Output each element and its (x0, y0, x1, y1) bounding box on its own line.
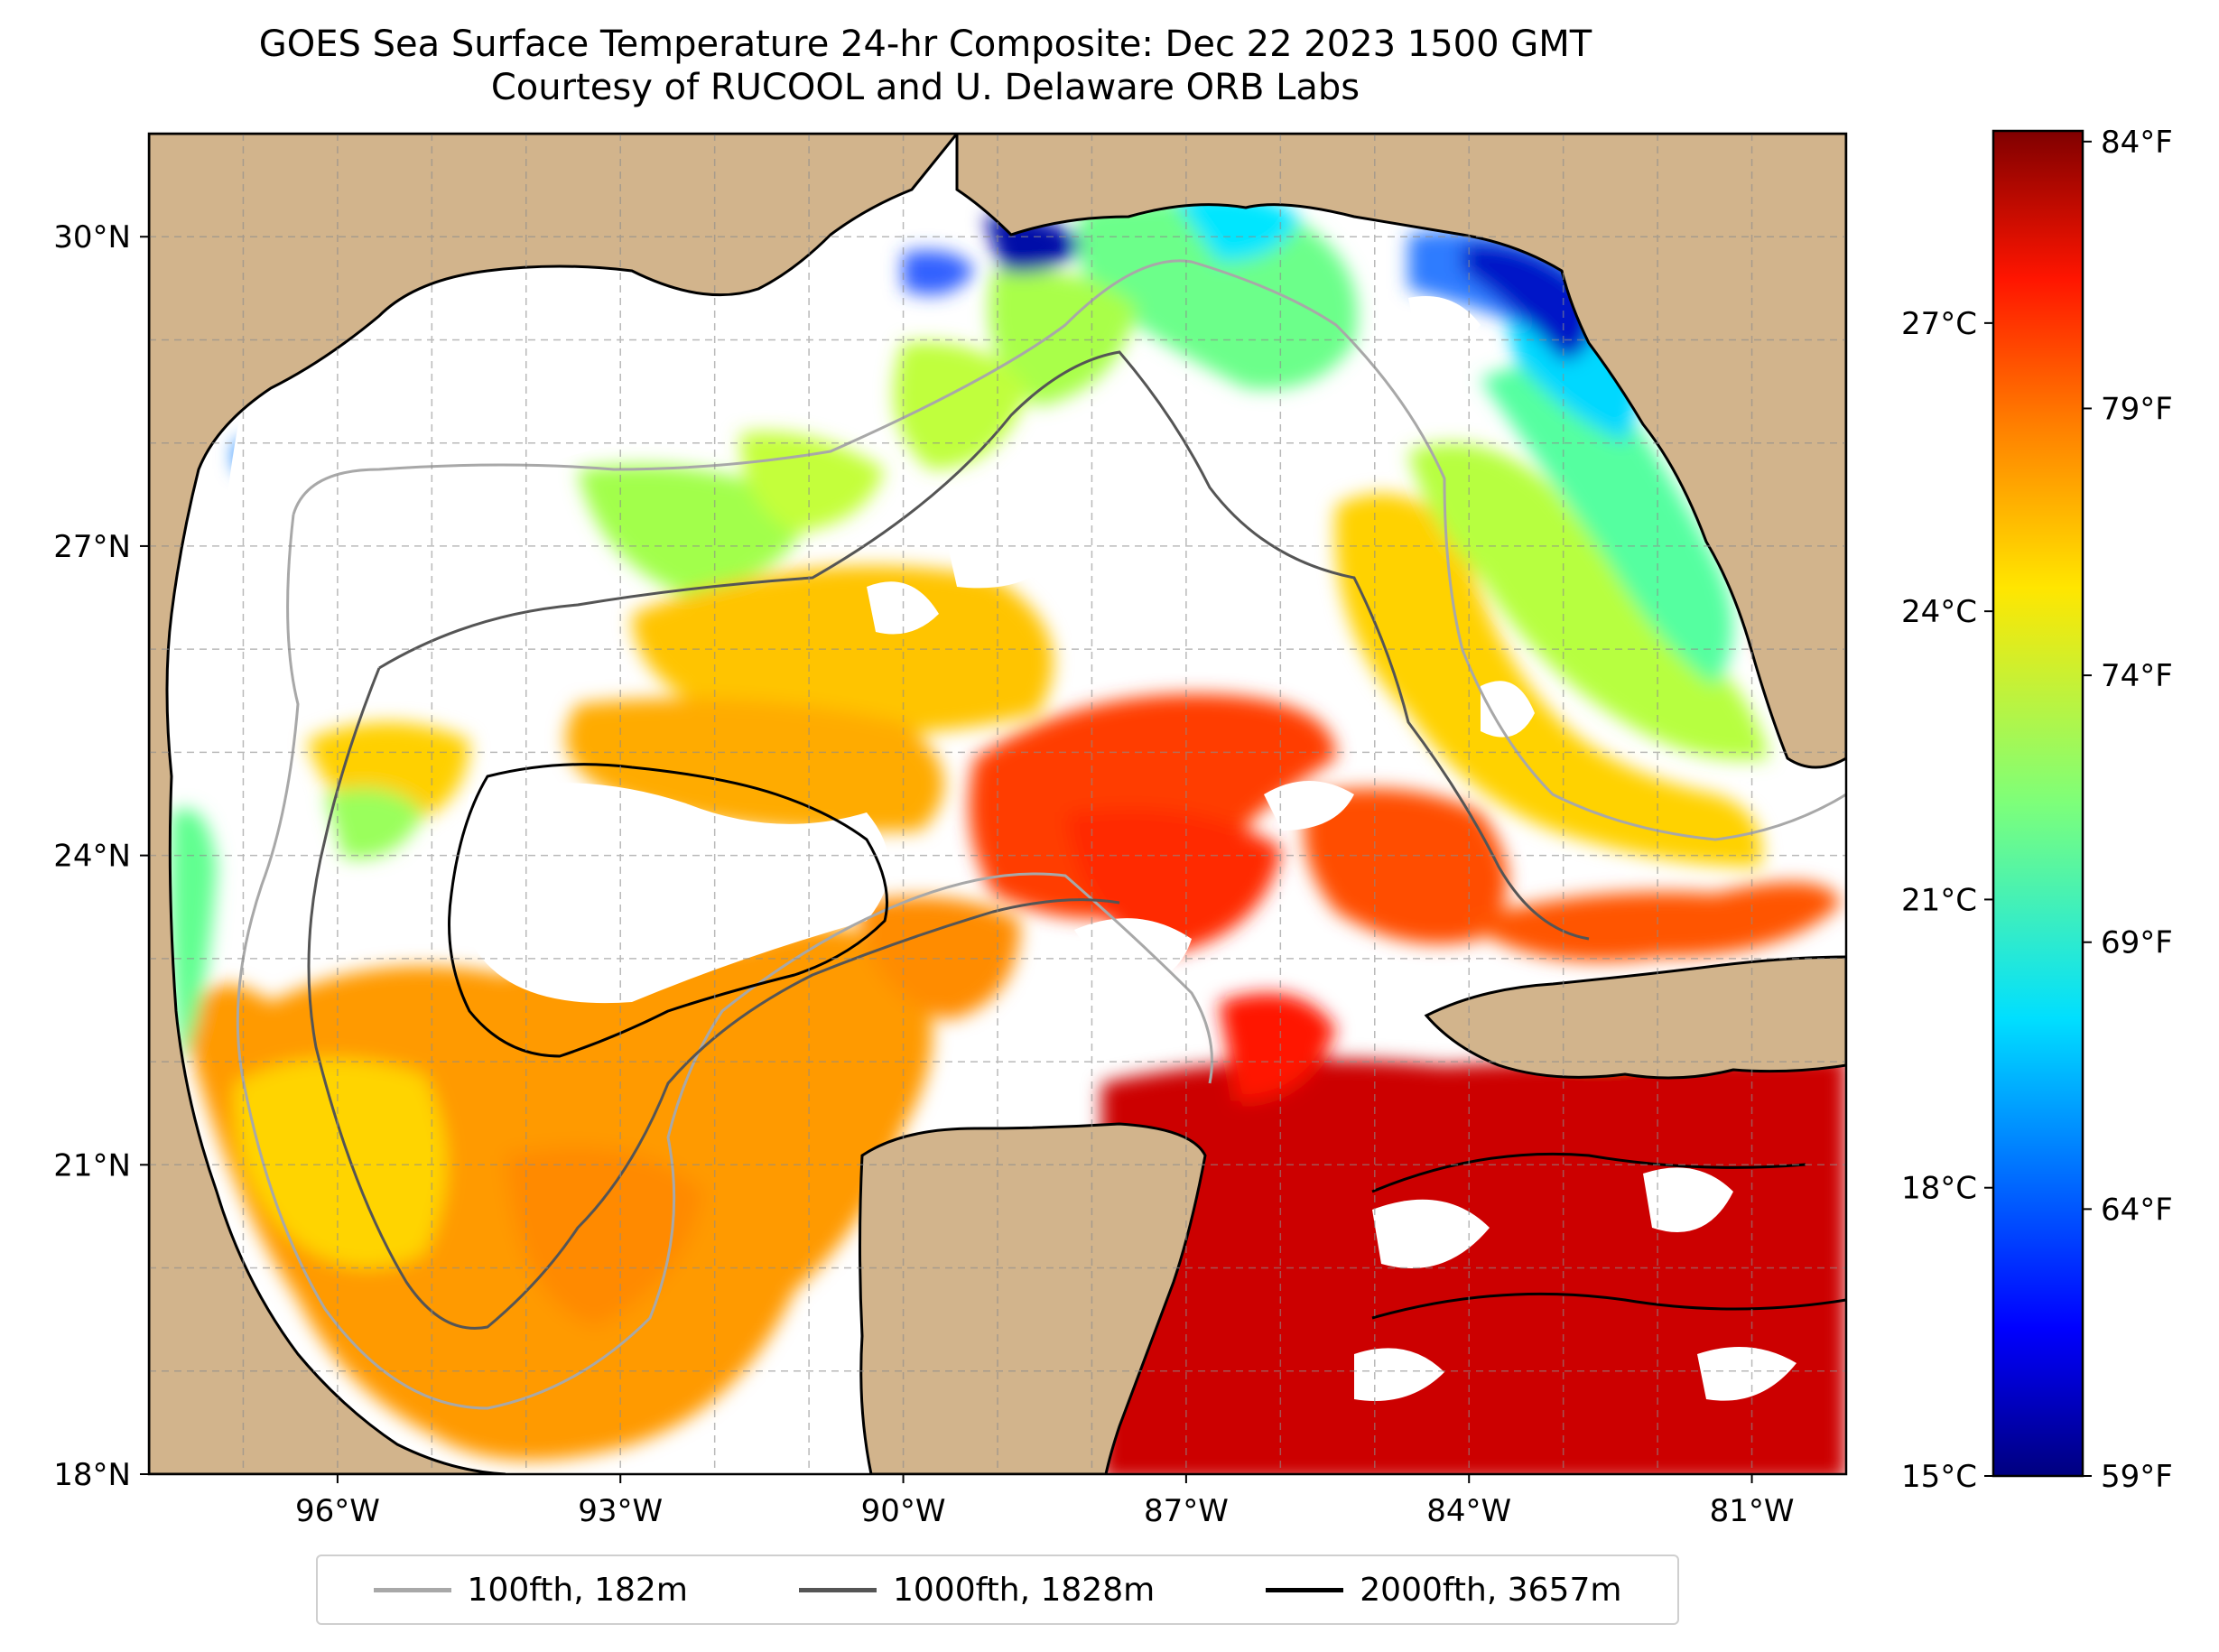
lon-tick-label: 96°W (295, 1493, 380, 1529)
latitude-labels: 18°N 21°N 24°N 27°N 30°N (53, 219, 131, 1493)
legend-swatch-100fth (373, 1587, 451, 1592)
fahrenheit-tick-label: 74°F (2101, 658, 2173, 694)
map-frame (147, 132, 1848, 1476)
longitude-labels: 96°W 93°W 90°W 87°W 84°W 81°W (295, 1493, 1795, 1529)
colorbar (1992, 129, 2084, 1478)
land (149, 134, 1846, 1474)
legend-label-2000fth: 2000fth, 3657m (1360, 1571, 1622, 1609)
legend-label-1000fth: 1000fth, 1828m (893, 1571, 1156, 1609)
map-ticks (140, 236, 1753, 1483)
graticule (149, 134, 1846, 1474)
chart-subtitle: Courtesy of RUCOOL and U. Delaware ORB L… (490, 67, 1360, 108)
cloud-gaps (221, 281, 1797, 1401)
map-plot-area (149, 134, 1846, 1474)
legend-item-100fth: 100fth, 182m (373, 1571, 688, 1609)
isobath-1000fth (378, 350, 1590, 941)
colorbar-celsius-labels: 15°C 18°C 21°C 24°C 27°C (1901, 306, 1993, 1495)
celsius-tick-label: 21°C (1901, 882, 1977, 918)
colorbar-fahrenheit-labels: 59°F 64°F 69°F 74°F 79°F 84°F (2083, 125, 2173, 1495)
legend-item-2000fth: 2000fth, 3657m (1266, 1572, 1621, 1609)
lat-tick-label: 21°N (53, 1147, 131, 1183)
isobath-2000fth-caribbean (1371, 1152, 1846, 1320)
fahrenheit-tick-label: 59°F (2101, 1459, 2173, 1495)
legend-swatch-1000fth (799, 1587, 877, 1592)
isobaths (236, 259, 1846, 1410)
isobath-legend: 100fth, 182m 1000fth, 1828m 2000fth, 365… (316, 1555, 1679, 1625)
lon-tick-label: 84°W (1426, 1493, 1511, 1529)
lat-tick-label: 18°N (53, 1457, 131, 1493)
isobath-1000fth-west (307, 667, 1120, 1330)
lon-tick-label: 90°W (861, 1493, 946, 1529)
chart-title: GOES Sea Surface Temperature 24-hr Compo… (258, 23, 1592, 65)
isobath-100fth (292, 259, 1846, 841)
isobath-100fth-west (236, 514, 1213, 1410)
celsius-tick-label: 15°C (1901, 1459, 1977, 1495)
legend-swatch-2000fth (1266, 1587, 1344, 1592)
celsius-tick-label: 27°C (1901, 306, 1977, 342)
celsius-tick-label: 18°C (1901, 1171, 1977, 1207)
lat-tick-label: 30°N (53, 219, 131, 255)
fahrenheit-tick-label: 79°F (2101, 391, 2173, 427)
legend-item-1000fth: 1000fth, 1828m (799, 1572, 1155, 1609)
lon-tick-label: 87°W (1144, 1493, 1229, 1529)
isobath-2000fth-sigsbee (448, 763, 888, 1058)
sst-field (170, 143, 1846, 1474)
lat-tick-label: 24°N (53, 839, 131, 875)
fahrenheit-tick-label: 64°F (2101, 1192, 2173, 1228)
legend-label-100fth: 100fth, 182m (467, 1571, 688, 1609)
fahrenheit-tick-label: 69°F (2101, 925, 2173, 961)
fahrenheit-tick-label: 84°F (2101, 125, 2173, 161)
celsius-tick-label: 24°C (1901, 594, 1977, 630)
lon-tick-label: 93°W (578, 1493, 663, 1529)
lon-tick-label: 81°W (1710, 1493, 1795, 1529)
lat-tick-label: 27°N (53, 529, 131, 565)
